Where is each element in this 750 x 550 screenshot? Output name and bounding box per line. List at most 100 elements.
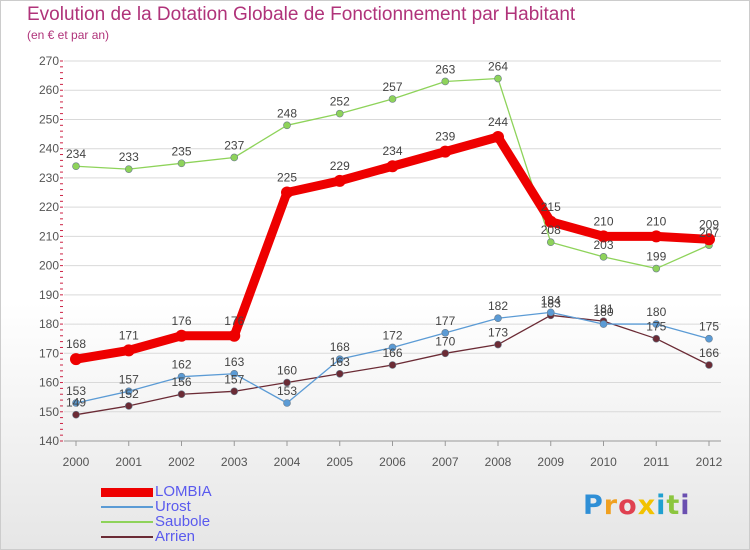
data-point-arrien [124, 402, 133, 410]
logo-letter: i [656, 490, 667, 521]
data-label-urost: 157 [119, 372, 139, 386]
data-label-arrien: 181 [593, 302, 613, 316]
data-point-arrien [494, 340, 502, 349]
data-label-urost: 163 [224, 355, 244, 369]
data-label-saubole: 248 [277, 106, 297, 120]
data-label-arrien: 173 [488, 326, 508, 340]
legend-entry-saubole: Saubole [101, 513, 301, 530]
data-label-lombia: 215 [541, 200, 561, 214]
data-point-urost [230, 369, 239, 378]
data-label-saubole: 208 [541, 223, 561, 237]
data-label-urost: 153 [66, 384, 86, 398]
logo-letter: P [583, 490, 604, 521]
legend-entry-arrien: Arrien [101, 528, 301, 545]
data-point-urost [441, 329, 450, 337]
data-label-arrien: 170 [435, 334, 455, 348]
data-point-saubole [388, 95, 397, 103]
legend-label-saubole: Saubole [155, 513, 211, 530]
data-point-urost [599, 320, 608, 328]
data-label-lombia: 225 [277, 171, 297, 185]
x-tick-label: 2004 [274, 455, 301, 469]
data-point-arrien [283, 378, 291, 387]
data-point-arrien [388, 361, 397, 369]
data-point-arrien [705, 361, 713, 369]
x-tick-label: 2011 [643, 455, 669, 469]
data-point-lombia [70, 353, 82, 366]
data-label-arrien: 166 [382, 346, 402, 360]
data-point-lombia [650, 230, 663, 243]
data-point-lombia [228, 329, 241, 342]
x-tick-label: 2008 [485, 455, 512, 469]
y-tick-label: 190 [39, 288, 59, 302]
y-tick-label: 210 [39, 229, 59, 243]
legend-entry-lombia: LOMBIA [101, 483, 301, 500]
data-label-lombia: 210 [646, 214, 666, 228]
data-label-lombia: 244 [488, 115, 508, 129]
data-point-lombia [544, 215, 557, 228]
data-label-urost: 175 [699, 320, 719, 334]
data-point-saubole [441, 77, 450, 86]
logo-letter: i [680, 490, 691, 521]
data-point-urost [72, 399, 80, 407]
y-tick-label: 250 [39, 112, 59, 126]
data-point-arrien [652, 334, 661, 343]
legend-swatch-lombia [101, 487, 153, 497]
data-point-saubole [72, 162, 80, 171]
data-point-lombia [333, 174, 346, 187]
data-point-lombia [439, 145, 452, 158]
data-point-arrien [230, 387, 239, 396]
data-point-saubole [177, 159, 186, 168]
data-label-urost: 180 [646, 305, 666, 319]
data-point-urost [335, 355, 344, 363]
x-tick-label: 2009 [537, 455, 564, 469]
y-tick-label: 260 [39, 83, 59, 97]
y-tick-label: 270 [39, 54, 59, 68]
data-label-urost: 184 [541, 293, 561, 307]
data-label-arrien: 152 [119, 387, 139, 401]
data-point-lombia [386, 160, 399, 173]
data-point-urost [283, 399, 291, 407]
data-point-arrien [441, 349, 450, 358]
chart-subtitle: (en € et par an) [27, 28, 110, 42]
logo-letter: o [618, 490, 638, 521]
x-tick-label: 2012 [696, 455, 723, 469]
data-point-lombia [281, 186, 293, 199]
data-point-urost [124, 387, 133, 396]
data-label-arrien: 166 [699, 346, 719, 360]
data-label-saubole: 234 [66, 147, 86, 161]
data-label-urost: 182 [488, 299, 508, 313]
data-label-saubole: 199 [646, 250, 666, 264]
y-tick-label: 180 [39, 317, 59, 331]
y-tick-label: 170 [39, 346, 59, 360]
data-label-saubole: 207 [699, 226, 719, 240]
y-tick-label: 230 [39, 171, 59, 185]
y-tick-label: 160 [39, 376, 59, 390]
data-label-lombia: 176 [224, 314, 244, 328]
data-label-arrien: 160 [277, 364, 297, 378]
logo-letter: x [637, 490, 657, 521]
data-point-urost [546, 308, 555, 317]
data-label-arrien: 156 [171, 375, 191, 389]
data-point-arrien [177, 390, 186, 399]
y-tick-label: 140 [39, 434, 59, 448]
data-label-urost: 162 [171, 358, 191, 372]
legend-entry-urost: Urost [101, 499, 301, 515]
data-label-urost: 177 [435, 314, 455, 328]
data-label-urost: 180 [593, 305, 613, 319]
logo-letter: r [603, 490, 619, 521]
data-label-saubole: 264 [488, 60, 508, 74]
x-tick-label: 2007 [432, 455, 459, 469]
x-tick-label: 2001 [115, 455, 142, 469]
data-point-arrien [335, 369, 344, 378]
legend-label-arrien: Arrien [155, 528, 196, 545]
data-point-urost [494, 314, 502, 323]
legend-label-lombia: LOMBIA [155, 483, 212, 500]
data-point-lombia [175, 329, 188, 342]
y-tick-label: 200 [39, 259, 59, 273]
data-point-saubole [599, 253, 608, 261]
x-tick-label: 2002 [168, 455, 195, 469]
data-label-saubole: 203 [593, 238, 613, 252]
y-tick-label: 220 [39, 200, 59, 214]
data-label-arrien: 149 [66, 396, 86, 410]
